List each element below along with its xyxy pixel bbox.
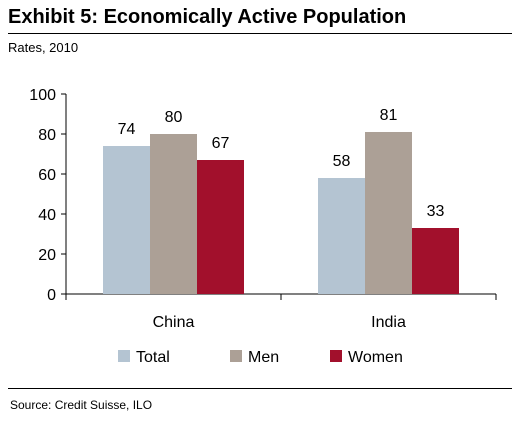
y-tick-label: 80 (38, 127, 56, 144)
legend-swatch-men (230, 350, 242, 362)
chart-subtitle: Rates, 2010 (8, 40, 79, 55)
source-divider (8, 388, 512, 389)
y-tick-label: 60 (38, 167, 56, 184)
bar-women-china (197, 160, 244, 294)
x-tick-label: India (371, 314, 406, 331)
data-label: 81 (380, 107, 398, 124)
data-label: 33 (427, 203, 445, 220)
data-label: 67 (212, 135, 230, 152)
legend-label: Total (136, 349, 170, 366)
y-tick-label: 20 (38, 247, 56, 264)
title-divider (8, 33, 512, 34)
y-tick-label: 100 (29, 87, 56, 104)
bar-men-china (150, 134, 197, 294)
data-label: 80 (165, 109, 183, 126)
data-label: 58 (333, 153, 351, 170)
bar-total-china (103, 146, 150, 294)
y-tick-label: 0 (47, 287, 56, 304)
legend-label: Men (248, 349, 279, 366)
legend-label: Women (348, 349, 403, 366)
bar-women-india (412, 228, 459, 294)
source-note: Source: Credit Suisse, ILO (10, 398, 153, 412)
chart-title: Exhibit 5: Economically Active Populatio… (8, 6, 407, 28)
data-label: 74 (118, 121, 136, 138)
y-tick-label: 40 (38, 207, 56, 224)
x-tick-label: China (153, 314, 195, 331)
legend-swatch-total (118, 350, 130, 362)
legend-swatch-women (330, 350, 342, 362)
bar-total-india (318, 178, 365, 294)
bar-men-india (365, 132, 412, 294)
